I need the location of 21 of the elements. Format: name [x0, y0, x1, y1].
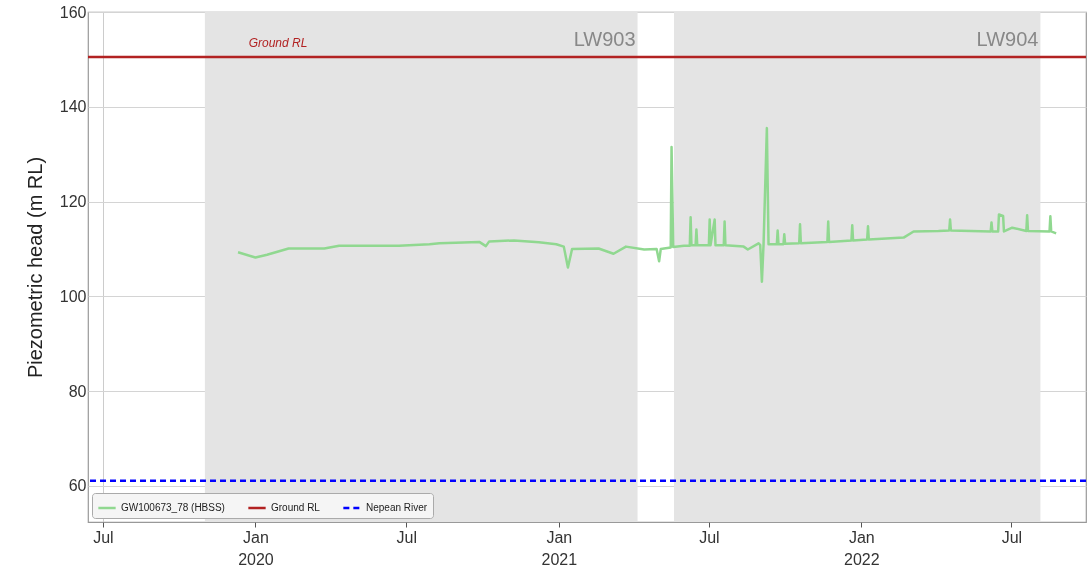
y-tick-label: 160: [59, 3, 87, 21]
line-series: [236, 126, 1058, 283]
y-tick-label: 60: [68, 477, 87, 495]
x-tick-label: Jul: [1001, 528, 1023, 546]
x-tick-label: Jan 2020: [238, 528, 274, 568]
x-tick-label: Jan 2021: [541, 528, 578, 568]
x-tick-label: Jul: [699, 528, 720, 546]
y-tick-label: 140: [59, 98, 87, 116]
y-tick-label: 80: [68, 382, 87, 400]
y-axis-title: Piezometric head (m RL): [23, 156, 46, 379]
x-tick-label: Jul: [396, 528, 418, 546]
band-label: LW903: [573, 28, 636, 50]
x-tick-label: Jan 2022: [844, 528, 880, 568]
band-label: LW904: [976, 28, 1039, 50]
x-tick-label: Jul: [93, 528, 114, 546]
y-tick-label: 100: [59, 287, 87, 305]
legend-label: GW100673_78 (HBSS): [121, 502, 225, 513]
legend-label: Nepean River: [366, 502, 428, 513]
legend-label: Ground RL: [271, 502, 321, 513]
y-tick-label: 120: [59, 193, 87, 211]
annotation: Ground RL: [248, 36, 308, 51]
